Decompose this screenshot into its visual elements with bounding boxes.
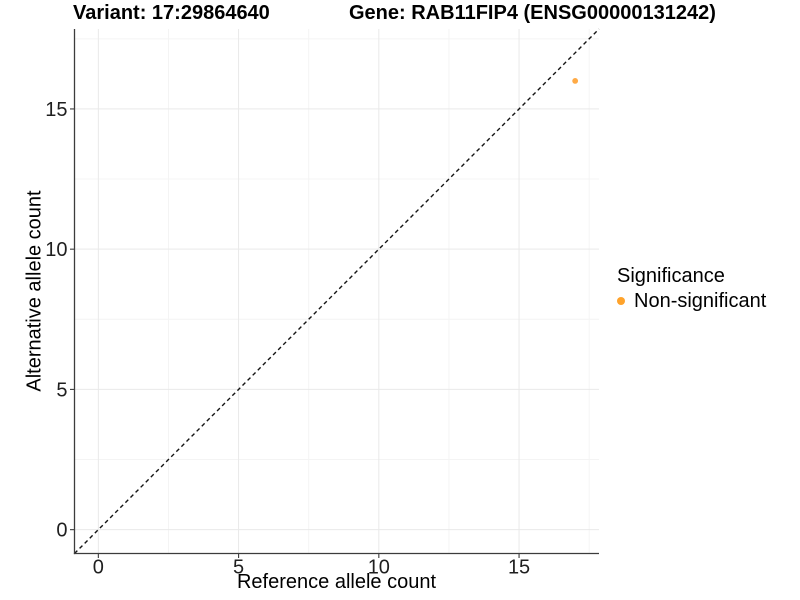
y-axis-label: Alternative allele count [23,190,46,392]
y-tick-label: 15 [45,99,67,121]
y-tick-label: 0 [56,520,67,542]
legend-item-non-significant: Non-significant [617,288,766,314]
x-tick-label: 15 [508,557,530,579]
legend-title: Significance [617,265,725,287]
x-tick-label: 10 [368,557,390,579]
non-significant-point-icon [617,297,625,305]
x-tick-label: 0 [93,557,104,579]
x-tick-label: 5 [233,557,244,579]
legend-item-label: Non-significant [634,290,767,312]
gene-title: Gene: RAB11FIP4 (ENSG00000131242) [349,2,716,24]
variant-title: Variant: 17:29864640 [73,2,270,24]
data-point [572,77,579,84]
x-axis-label: Reference allele count [236,571,436,593]
legend: Significance Non-significant [617,264,766,314]
y-tick-label: 10 [45,239,67,261]
y-tick-label: 5 [56,379,67,401]
identity-line [74,28,600,554]
